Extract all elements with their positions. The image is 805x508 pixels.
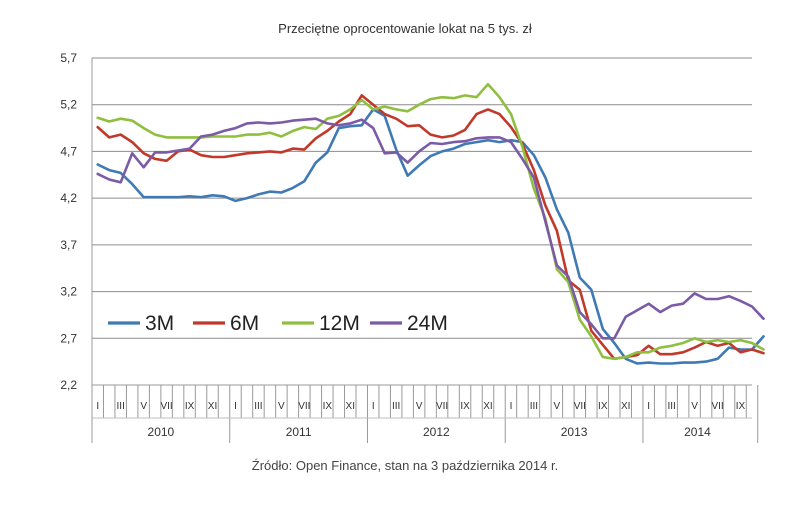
month-tick-label: V	[278, 401, 285, 412]
month-tick-label: I	[234, 401, 237, 412]
year-label: 2011	[286, 425, 312, 439]
month-tick-label: IX	[460, 401, 470, 412]
month-tick-label: VII	[711, 401, 723, 412]
chart-title: Przeciętne oprocentowanie lokat na 5 tys…	[278, 21, 532, 36]
y-tick-label: 3,7	[60, 238, 77, 252]
month-tick-label: VII	[298, 401, 310, 412]
month-tick-label: IX	[323, 401, 333, 412]
month-tick-label: V	[416, 401, 423, 412]
y-tick-label: 2,7	[60, 331, 77, 345]
series-lines	[96, 82, 765, 365]
y-tick-label: 2,2	[60, 378, 77, 392]
gridlines	[91, 57, 752, 386]
series-line-3m	[96, 108, 765, 365]
month-tick-label: XI	[208, 401, 217, 412]
month-tick-label: I	[372, 401, 375, 412]
month-tick-label: I	[647, 401, 650, 412]
y-axis-ticks: 2,2 2,7 3,2 3,7 4,2 4,7 5,2 5,7	[60, 51, 77, 392]
month-tick-label: I	[96, 401, 99, 412]
legend-label-12m: 12M	[319, 312, 360, 335]
series-line-12m	[96, 82, 765, 361]
y-tick-label: 5,2	[60, 98, 77, 112]
y-tick-label: 4,7	[60, 144, 77, 158]
year-label: 2010	[148, 425, 175, 439]
month-tick-label: III	[530, 401, 538, 412]
year-label: 2013	[561, 425, 588, 439]
series-line-6m	[96, 94, 765, 361]
legend-label-24m: 24M	[407, 312, 448, 335]
month-tick-label: IX	[736, 401, 746, 412]
legend-label-3m: 3M	[145, 312, 174, 335]
month-tick-label: VII	[574, 401, 586, 412]
chart-source: Źródło: Open Finance, stan na 3 paździer…	[252, 458, 558, 473]
month-tick-label: IX	[185, 401, 195, 412]
month-tick-label: III	[117, 401, 125, 412]
month-tick-label: III	[667, 401, 675, 412]
legend: 3M 6M 12M 24M	[108, 312, 448, 335]
month-tick-label: V	[140, 401, 147, 412]
year-label: 2014	[684, 425, 711, 439]
y-tick-label: 5,7	[60, 51, 77, 65]
month-tick-label: VII	[436, 401, 448, 412]
y-tick-label: 4,2	[60, 191, 77, 205]
month-tick-label: III	[392, 401, 400, 412]
month-tick-label: XI	[621, 401, 630, 412]
month-tick-label: V	[554, 401, 561, 412]
legend-label-6m: 6M	[230, 312, 259, 335]
year-label: 2012	[423, 425, 450, 439]
month-tick-label: V	[691, 401, 698, 412]
series-line-24m	[96, 117, 765, 340]
month-tick-label: XI	[346, 401, 355, 412]
month-tick-label: III	[254, 401, 262, 412]
month-tick-label: XI	[483, 401, 492, 412]
month-tick-label: VII	[160, 401, 172, 412]
x-axis: I III V VII IX XI I III V VII IX XI I III V VII IX XI I III…	[91, 385, 759, 443]
month-tick-label: IX	[598, 401, 608, 412]
y-tick-label: 3,2	[60, 285, 77, 299]
month-tick-label: I	[510, 401, 513, 412]
